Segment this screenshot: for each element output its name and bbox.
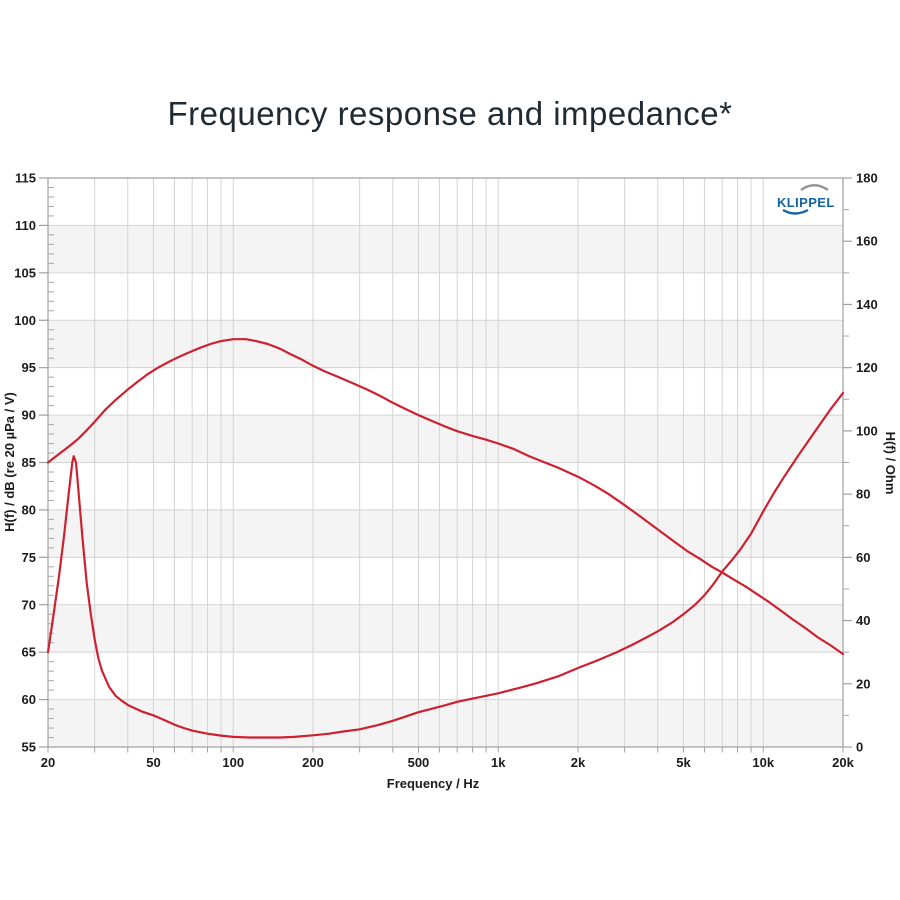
y-left-tick-label: 90 <box>22 408 36 423</box>
curves <box>46 338 845 739</box>
y-right-tick-label: 60 <box>856 550 870 565</box>
y-right-tick-label: 0 <box>856 740 863 755</box>
x-axis-title: Frequency / Hz <box>387 776 480 791</box>
y-right-tick-label: 120 <box>856 360 878 375</box>
right-axis-title: H(f) / Ohm <box>883 432 898 495</box>
axis-ticks <box>39 177 852 753</box>
spl-response-curve <box>46 338 845 656</box>
y-right-tick-label: 20 <box>856 676 870 691</box>
y-left-tick-label: 65 <box>22 645 36 660</box>
y-right-tick-label: 80 <box>856 487 870 502</box>
y-left-tick-label: 80 <box>22 502 36 517</box>
x-tick-label: 5k <box>676 755 691 770</box>
x-tick-label: 200 <box>302 755 324 770</box>
y-left-tick-label: 75 <box>22 550 36 565</box>
y-left-tick-label: 60 <box>22 692 36 707</box>
y-left-tick-label: 95 <box>22 360 36 375</box>
x-tick-label: 20k <box>832 755 854 770</box>
y-right-tick-label: 140 <box>856 297 878 312</box>
klippel-logo: KLIPPEL <box>777 184 835 215</box>
impedance-curve <box>46 391 845 739</box>
tick-labels: 115 110 105 100 95 90 85 80 75 70 65 60 55 180 160 140 1… <box>14 171 877 771</box>
y-left-tick-label: 105 <box>14 265 36 280</box>
y-right-tick-label: 180 <box>856 171 878 186</box>
x-tick-label: 2k <box>571 755 586 770</box>
y-left-tick-label: 85 <box>22 455 36 470</box>
x-tick-label: 20 <box>41 755 55 770</box>
y-right-tick-label: 40 <box>856 613 870 628</box>
y-right-tick-label: 100 <box>856 423 878 438</box>
shaded-band <box>48 699 843 747</box>
klippel-logo-text: KLIPPEL <box>777 195 835 210</box>
x-tick-label: 500 <box>408 755 430 770</box>
x-tick-label: 100 <box>222 755 244 770</box>
shaded-bands <box>48 225 843 747</box>
shaded-band <box>48 604 843 653</box>
shaded-band <box>48 509 843 558</box>
shaded-band <box>48 415 843 463</box>
y-left-tick-label: 100 <box>14 313 36 328</box>
left-axis-title: H(f) / dB (re 20 µPa / V) <box>2 392 17 532</box>
gridlines <box>47 177 844 748</box>
shaded-band <box>48 225 843 273</box>
page-title: Frequency response and impedance* <box>167 95 733 132</box>
x-tick-label: 50 <box>146 755 160 770</box>
x-tick-label: 10k <box>752 755 774 770</box>
shaded-band <box>48 320 843 368</box>
klippel-logo-arc-bottom-icon <box>782 208 809 215</box>
x-tick-label: 1k <box>491 755 506 770</box>
y-right-tick-label: 160 <box>856 234 878 249</box>
y-left-tick-label: 110 <box>15 218 36 233</box>
y-left-tick-label: 55 <box>22 740 36 755</box>
y-left-tick-label: 70 <box>22 597 36 612</box>
y-left-tick-label: 115 <box>15 171 36 186</box>
klippel-logo-arc-top-icon <box>800 184 829 192</box>
